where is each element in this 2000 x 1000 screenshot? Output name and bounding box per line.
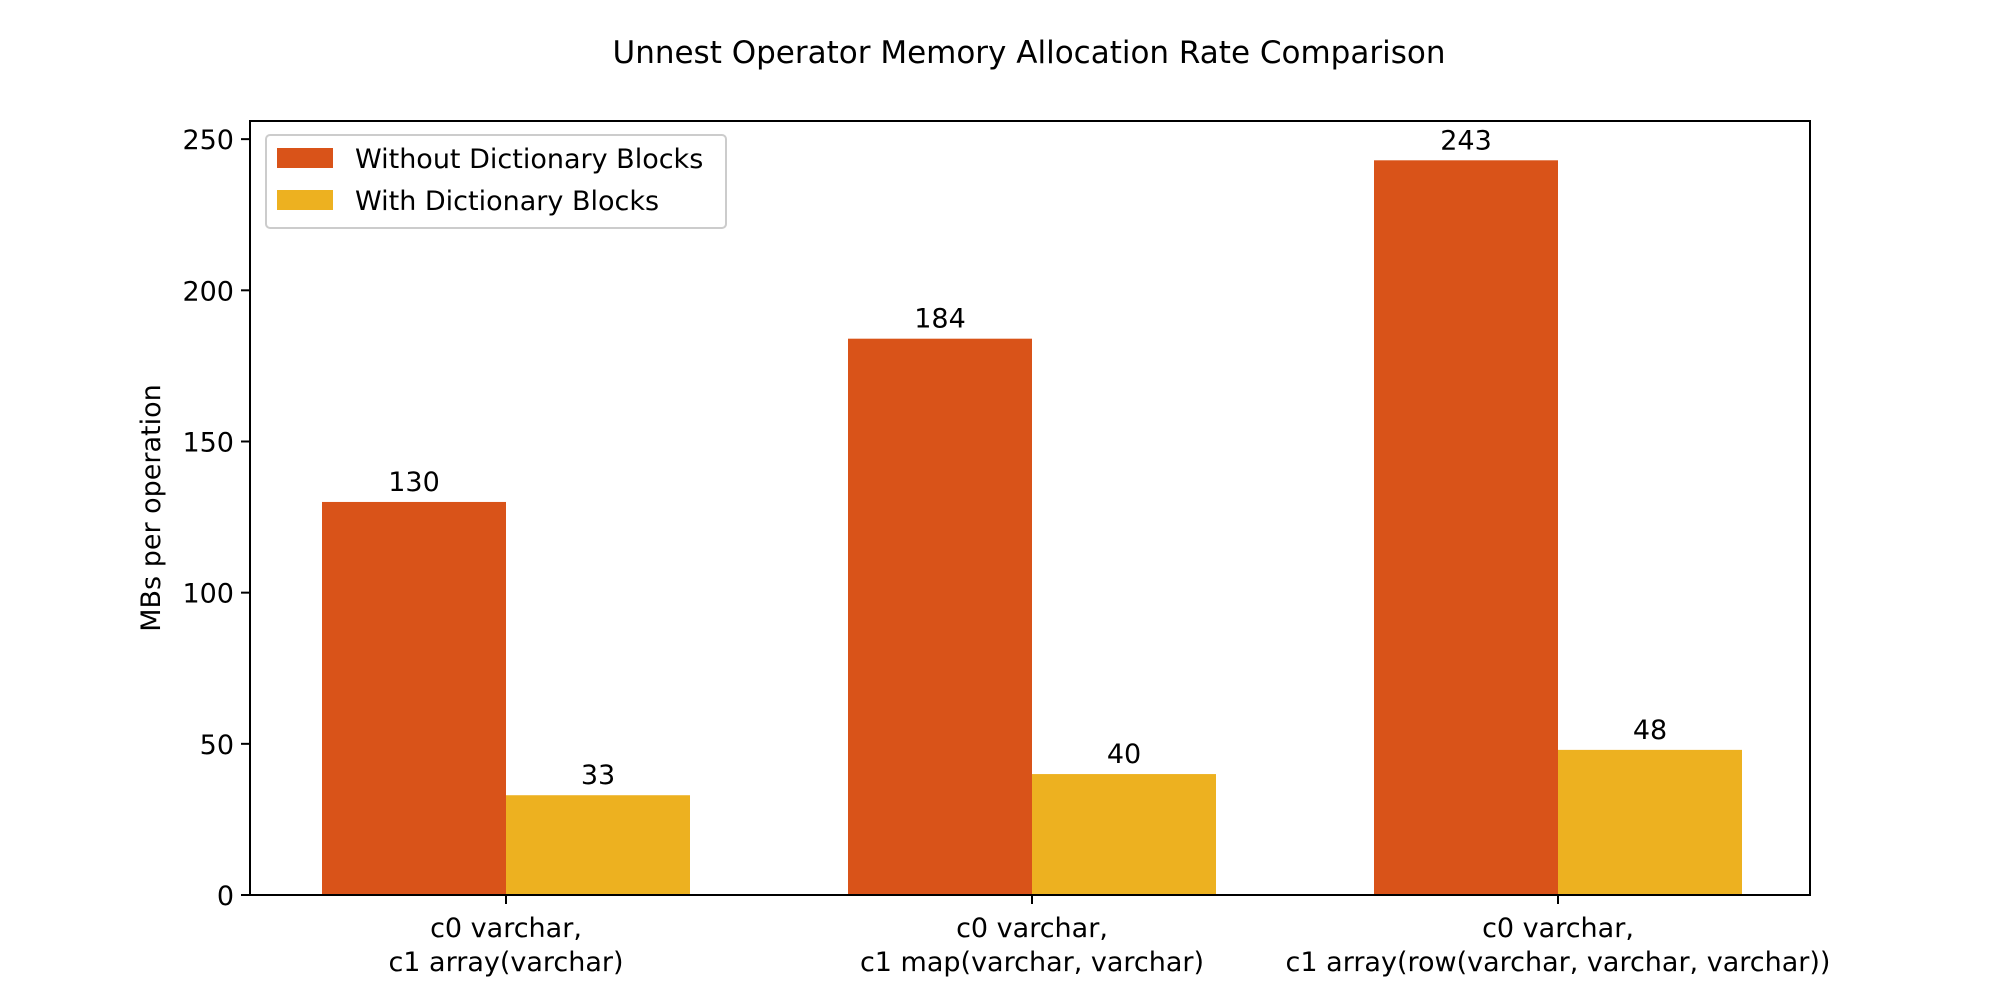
legend-swatch — [277, 148, 333, 168]
x-tick-label: c1 map(varchar, varchar) — [860, 947, 1204, 978]
y-tick-label: 0 — [217, 881, 234, 912]
x-tick-label: c0 varchar, — [1482, 913, 1634, 944]
y-tick-label: 150 — [182, 427, 234, 458]
bar — [506, 795, 690, 895]
bar-value-label: 33 — [581, 760, 615, 791]
y-tick-label: 250 — [182, 125, 234, 156]
chart-title: Unnest Operator Memory Allocation Rate C… — [613, 35, 1446, 71]
x-axis: c0 varchar,c1 array(varchar)c0 varchar,c… — [388, 895, 1830, 978]
bar-value-label: 243 — [1440, 125, 1492, 156]
x-tick-label: c1 array(varchar) — [388, 947, 623, 978]
bar — [1558, 749, 1742, 895]
y-axis: 0 50 100 150 200 250 — [182, 125, 250, 912]
plot-area-frame — [249, 120, 1811, 896]
bar — [1374, 160, 1558, 895]
x-tick-label: c0 varchar, — [430, 913, 582, 944]
bar-value-label: 40 — [1107, 739, 1141, 770]
legend-entry-label: Without Dictionary Blocks — [355, 144, 703, 175]
bar — [1032, 774, 1216, 895]
y-tick-label: 100 — [182, 579, 234, 610]
legend-entry-label: With Dictionary Blocks — [355, 186, 659, 217]
legend: Without Dictionary Blocks With Dictionary… — [265, 134, 727, 229]
x-tick-label: c1 array(row(varchar, varchar, varchar)) — [1286, 947, 1831, 978]
bars-layer — [322, 160, 1742, 895]
y-tick-label: 200 — [182, 276, 234, 307]
bar-value-label: 184 — [914, 304, 966, 335]
y-axis-label: MBs per operation — [136, 384, 167, 632]
legend-swatch — [277, 190, 333, 210]
bar — [848, 338, 1032, 895]
bar-value-label: 130 — [388, 467, 440, 498]
bar-value-label: 48 — [1633, 715, 1667, 746]
x-tick-label: c0 varchar, — [956, 913, 1108, 944]
value-labels-layer: 130 33 184 40 243 48 — [388, 125, 1667, 791]
bar — [322, 501, 506, 895]
y-tick-label: 50 — [200, 730, 234, 761]
legend-frame — [265, 134, 727, 229]
